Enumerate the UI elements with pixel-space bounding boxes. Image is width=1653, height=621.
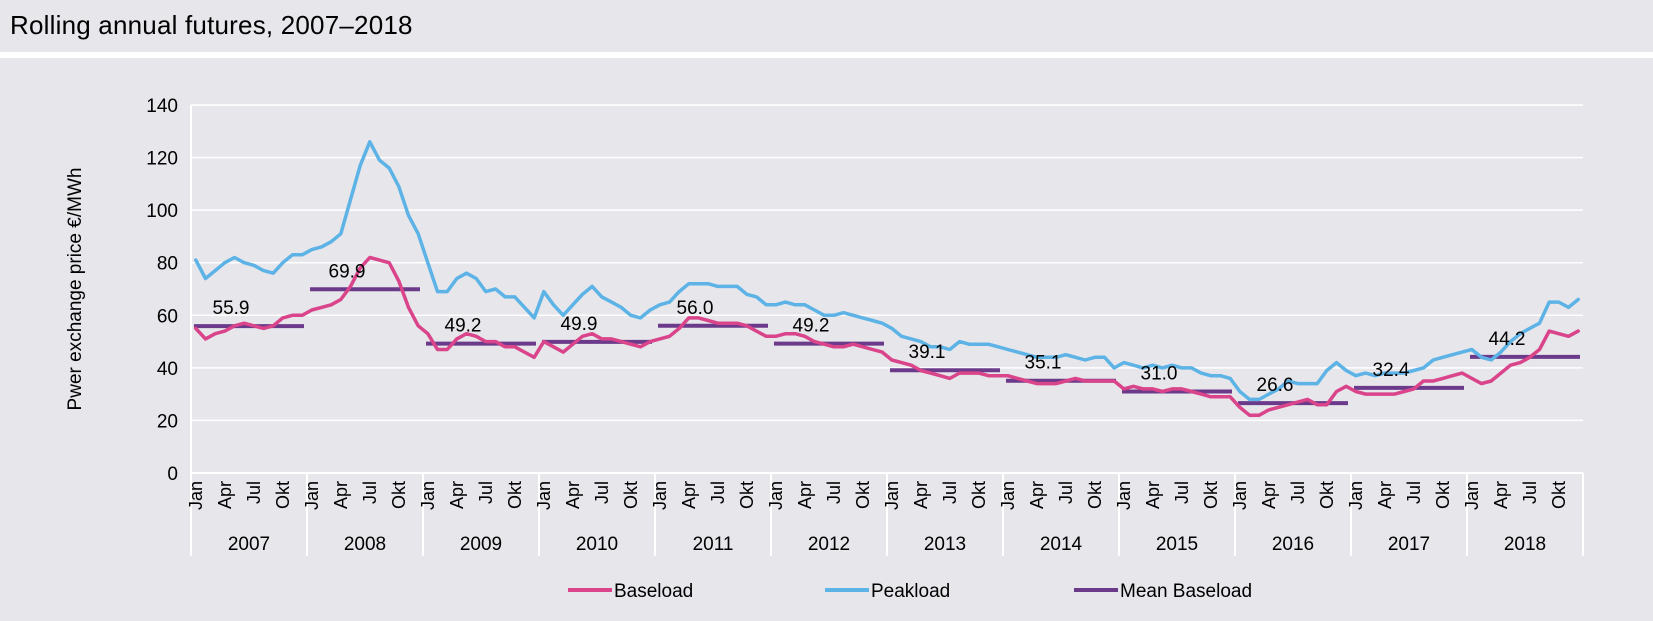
mean-baseload-data-label: 35.1 (1025, 353, 1062, 374)
x-year-label: 2009 (460, 534, 502, 555)
x-year-label: 2012 (808, 534, 850, 555)
x-year-label: 2007 (228, 534, 270, 555)
x-year-label: 2013 (924, 534, 966, 555)
mean-baseload-data-label: 31.0 (1141, 364, 1178, 385)
mean-baseload-data-label: 69.9 (329, 261, 366, 282)
x-month-label: Apr (1375, 481, 1395, 509)
x-month-label: Okt (273, 481, 293, 509)
x-month-label: Okt (1201, 481, 1221, 509)
x-year-label: 2018 (1504, 534, 1546, 555)
y-tick-label: 100 (146, 201, 178, 222)
x-month-label: Okt (853, 481, 873, 509)
y-tick-label: 40 (157, 359, 178, 380)
x-month-label: Jul (940, 481, 960, 504)
x-month-label: Apr (1491, 481, 1511, 509)
x-year-label: 2017 (1388, 534, 1430, 555)
x-month-label: Jul (476, 481, 496, 504)
x-month-label: Jul (360, 481, 380, 504)
mean-baseload-data-label: 44.2 (1489, 329, 1526, 350)
x-month-label: Okt (969, 481, 989, 509)
x-year-label: 2010 (576, 534, 618, 555)
x-month-label: Jan (418, 481, 438, 510)
mean-baseload-data-label: 56.0 (677, 298, 714, 319)
y-tick-label: 60 (157, 306, 178, 327)
mean-baseload-data-label: 32.4 (1373, 360, 1410, 381)
mean-baseload-data-label: 55.9 (213, 298, 250, 319)
x-month-label: Okt (1433, 481, 1453, 509)
legend-label: Mean Baseload (1120, 581, 1252, 602)
x-month-label: Jul (1288, 481, 1308, 504)
x-year-label: 2015 (1156, 534, 1198, 555)
baseload-line (194, 255, 1580, 417)
x-month-label: Apr (215, 481, 235, 509)
y-tick-label: 0 (167, 464, 178, 485)
y-tick-label: 140 (146, 96, 178, 117)
x-month-label: Apr (679, 481, 699, 509)
x-month-label: Jul (244, 481, 264, 504)
x-month-label: Jan (1114, 481, 1134, 510)
x-month-label: Apr (563, 481, 583, 509)
x-month-label: Apr (447, 481, 467, 509)
y-axis-title: Pwer exchange price €/MWh (65, 168, 86, 411)
x-month-label: Apr (1027, 481, 1047, 509)
legend-label: Peakload (871, 581, 950, 602)
x-month-label: Apr (331, 481, 351, 509)
x-month-label: Jan (1462, 481, 1482, 510)
x-month-label: Jul (708, 481, 728, 504)
x-month-label: Okt (505, 481, 525, 509)
x-month-label: Jan (1346, 481, 1366, 510)
mean-baseload-data-label: 49.2 (445, 316, 482, 337)
x-month-label: Jan (302, 481, 322, 510)
x-month-label: Jul (1520, 481, 1540, 504)
chart-background (0, 58, 1653, 621)
x-month-label: Okt (737, 481, 757, 509)
x-month-label: Jan (882, 481, 902, 510)
x-month-label: Okt (621, 481, 641, 509)
x-month-label: Apr (795, 481, 815, 509)
x-month-label: Apr (1259, 481, 1279, 509)
x-month-label: Jul (1404, 481, 1424, 504)
mean-baseload-data-label: 49.9 (561, 314, 598, 335)
x-year-label: 2014 (1040, 534, 1083, 555)
x-year-label: 2016 (1272, 534, 1314, 555)
mean-baseload-data-label: 39.1 (909, 342, 946, 363)
mean-baseload-data-label: 26.6 (1257, 375, 1294, 396)
mean-baseload-data-label: 49.2 (793, 316, 830, 337)
chart-title: Rolling annual futures, 2007–2018 (10, 10, 413, 40)
x-month-label: Jan (186, 481, 206, 510)
y-tick-label: 20 (157, 411, 178, 432)
x-year-label: 2008 (344, 534, 386, 555)
x-month-label: Apr (911, 481, 931, 509)
y-tick-label: 80 (157, 254, 178, 275)
title-separator (0, 52, 1653, 58)
x-year-label: 2011 (693, 534, 734, 555)
y-tick-label: 120 (146, 149, 178, 170)
x-month-label: Jul (1056, 481, 1076, 504)
x-month-label: Okt (1317, 481, 1337, 509)
x-month-label: Okt (389, 481, 409, 509)
x-month-label: Okt (1085, 481, 1105, 509)
peakload-line (194, 140, 1580, 402)
x-month-label: Okt (1549, 481, 1569, 509)
x-month-label: Jan (1230, 481, 1250, 510)
x-month-label: Jan (534, 481, 554, 510)
x-month-label: Jul (592, 481, 612, 504)
x-month-label: Jan (650, 481, 670, 510)
x-month-label: Apr (1143, 481, 1163, 509)
title-bar: Rolling annual futures, 2007–2018 (0, 0, 1653, 52)
x-month-label: Jan (766, 481, 786, 510)
legend-label: Baseload (614, 581, 693, 602)
x-month-label: Jul (1172, 481, 1192, 504)
x-month-label: Jan (998, 481, 1018, 510)
x-month-label: Jul (824, 481, 844, 504)
